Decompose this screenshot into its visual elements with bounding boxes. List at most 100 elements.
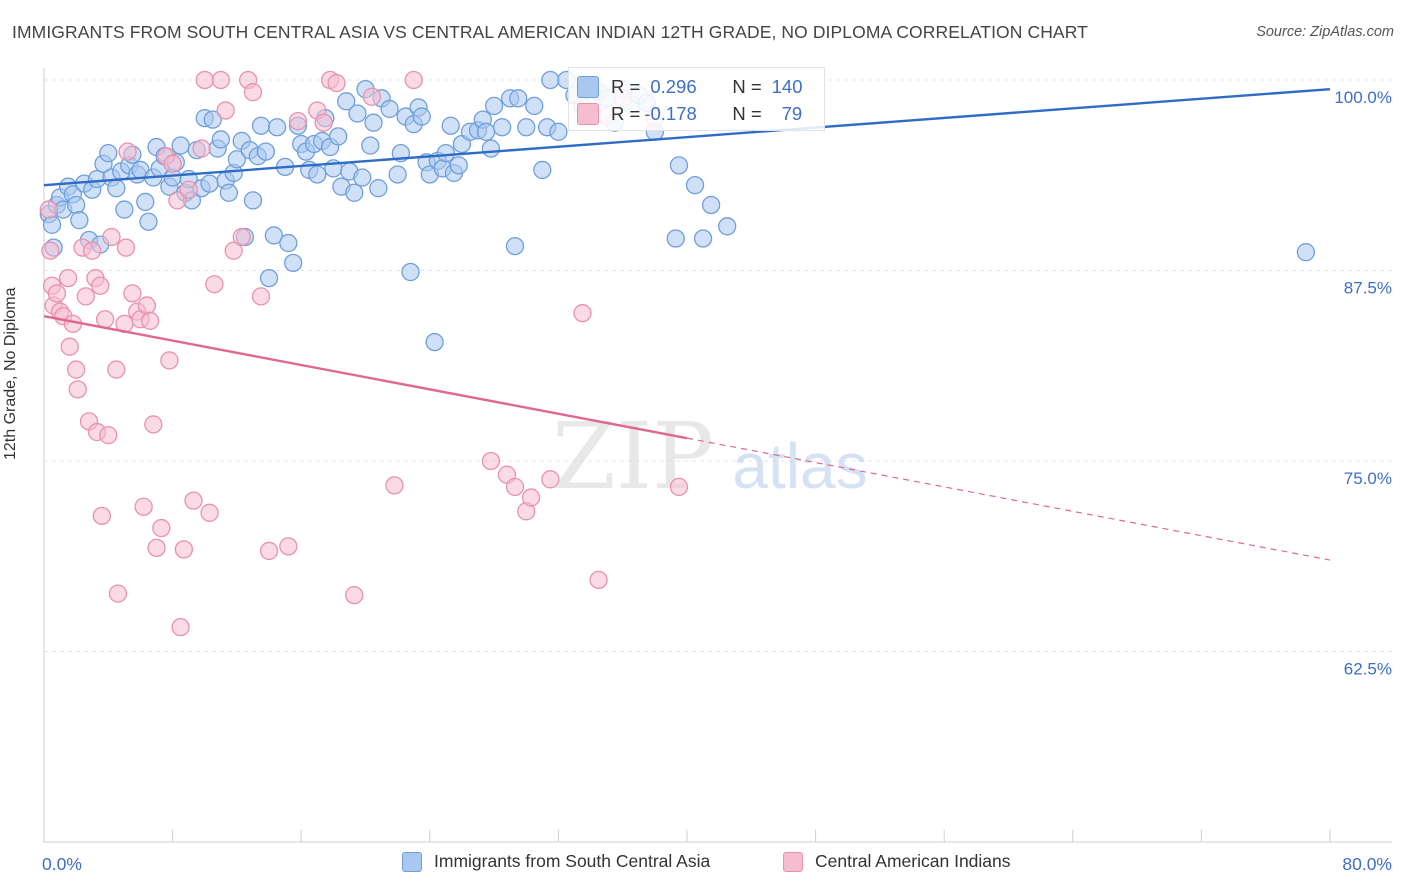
pink-point-43 xyxy=(179,180,198,199)
pink-point-74 xyxy=(589,570,608,590)
pink-point-10 xyxy=(67,360,86,379)
pink-point-7 xyxy=(58,268,78,288)
pink-point-0 xyxy=(39,200,58,219)
chart-title: IMMIGRANTS FROM SOUTH CENTRAL ASIA VS CE… xyxy=(12,22,1088,42)
pink-point-20 xyxy=(95,310,115,329)
stats-r-label-pink: R = xyxy=(611,103,641,124)
y-axis-label: 12th Grade, No Diploma xyxy=(2,287,19,460)
pink-point-60 xyxy=(314,113,333,132)
stats-n-label-blue: N = xyxy=(732,76,762,97)
pink-point-23 xyxy=(107,360,126,379)
pink-point-35 xyxy=(147,538,166,558)
pink-point-39 xyxy=(163,154,182,173)
pink-point-63 xyxy=(345,585,364,605)
blue-point-84 xyxy=(380,99,399,119)
pink-point-62 xyxy=(327,73,346,93)
blue-point-135 xyxy=(718,217,737,236)
x-tick-label-max: 80.0% xyxy=(1342,854,1392,874)
blue-trend-line xyxy=(43,87,1331,187)
pink-point-69 xyxy=(505,477,525,497)
pink-point-64 xyxy=(362,87,382,106)
blue-point-110 xyxy=(505,236,525,256)
bottom-legend: Immigrants from South Central Asia Centr… xyxy=(0,851,1406,877)
pink-point-32 xyxy=(137,296,157,315)
pink-point-26 xyxy=(116,238,136,257)
blue-point-67 xyxy=(308,165,327,184)
y-tick-label-0: 62.5% xyxy=(1344,660,1392,679)
watermark-zip: ZIP xyxy=(552,403,714,510)
y-tick-label-2: 87.5% xyxy=(1344,279,1392,298)
y-tick-label-1: 75.0% xyxy=(1344,469,1392,488)
blue-point-72 xyxy=(329,127,348,146)
blue-point-9 xyxy=(70,211,89,230)
pink-point-34 xyxy=(144,415,163,434)
watermark-atlas: atlas xyxy=(732,430,867,502)
blue-point-106 xyxy=(481,139,501,158)
watermark: ZIP atlas xyxy=(552,403,868,510)
blue-point-117 xyxy=(549,122,568,141)
pink-point-11 xyxy=(68,380,87,399)
pink-trend-line xyxy=(43,315,688,440)
pink-point-18 xyxy=(91,276,110,295)
blue-point-61 xyxy=(284,253,303,273)
stats-swatch-pink xyxy=(577,103,599,125)
blue-point-78 xyxy=(353,168,372,187)
pink-point-21 xyxy=(99,425,118,445)
pink-point-40 xyxy=(168,191,187,210)
pink-point-67 xyxy=(481,451,501,471)
blue-point-94 xyxy=(425,332,444,352)
pink-point-27 xyxy=(118,142,137,161)
pink-point-41 xyxy=(171,617,190,637)
stats-swatch-blue xyxy=(577,76,599,98)
blue-point-76 xyxy=(345,183,364,202)
pink-point-8 xyxy=(60,337,79,356)
blue-point-26 xyxy=(139,212,158,231)
blue-point-85 xyxy=(388,165,407,184)
legend-item-central-american-indians[interactable]: Central American Indians xyxy=(783,851,1011,872)
blue-point-81 xyxy=(364,113,383,132)
pink-point-36 xyxy=(152,518,171,538)
legend-item-south-central-asia[interactable]: Immigrants from South Central Asia xyxy=(402,851,710,872)
blue-point-16 xyxy=(99,144,118,163)
blue-point-107 xyxy=(484,96,504,116)
blue-point-114 xyxy=(533,160,552,180)
blue-point-8 xyxy=(67,195,86,215)
blue-point-100 xyxy=(449,156,468,175)
blue-point-20 xyxy=(115,200,134,219)
pink-point-44 xyxy=(184,491,203,510)
pink-point-55 xyxy=(251,287,271,306)
blue-point-77 xyxy=(348,104,367,123)
pink-point-38 xyxy=(160,351,179,370)
blue-point-130 xyxy=(666,229,685,248)
pink-point-31 xyxy=(134,497,153,516)
pink-point-19 xyxy=(92,506,112,526)
blue-point-34 xyxy=(171,136,190,155)
pink-point-73 xyxy=(573,304,592,323)
blue-point-25 xyxy=(136,192,155,212)
blue-point-134 xyxy=(701,195,721,215)
pink-point-4 xyxy=(47,284,67,303)
stats-r-value-blue: 0.296 xyxy=(650,76,697,97)
pink-point-78 xyxy=(669,477,689,497)
stats-legend: R = 0.296 N = 140 R = -0.178 N = 79 xyxy=(568,67,825,131)
source-label: Source: ZipAtlas.com xyxy=(1256,24,1394,40)
pink-point-66 xyxy=(404,70,423,90)
legend-label-central-american-indians: Central American Indians xyxy=(815,851,1011,871)
pink-point-57 xyxy=(279,537,298,556)
pink-point-42 xyxy=(174,540,194,559)
stats-row-blue: R = 0.296 N = 140 xyxy=(569,74,803,100)
legend-swatch-pink xyxy=(783,851,803,872)
pink-point-51 xyxy=(224,241,243,260)
pink-point-49 xyxy=(211,70,230,90)
pink-point-54 xyxy=(243,83,263,102)
tick-labels: 62.5% 75.0% 87.5% 100.0% 0.0% 80.0% xyxy=(42,88,1392,874)
pink-point-24 xyxy=(108,584,128,603)
blue-point-46 xyxy=(219,183,239,202)
pink-point-50 xyxy=(216,101,235,120)
pink-point-46 xyxy=(195,70,214,90)
pink-point-48 xyxy=(205,275,224,294)
pink-point-47 xyxy=(200,503,219,522)
pink-point-71 xyxy=(521,488,541,507)
blue-point-131 xyxy=(669,156,689,175)
